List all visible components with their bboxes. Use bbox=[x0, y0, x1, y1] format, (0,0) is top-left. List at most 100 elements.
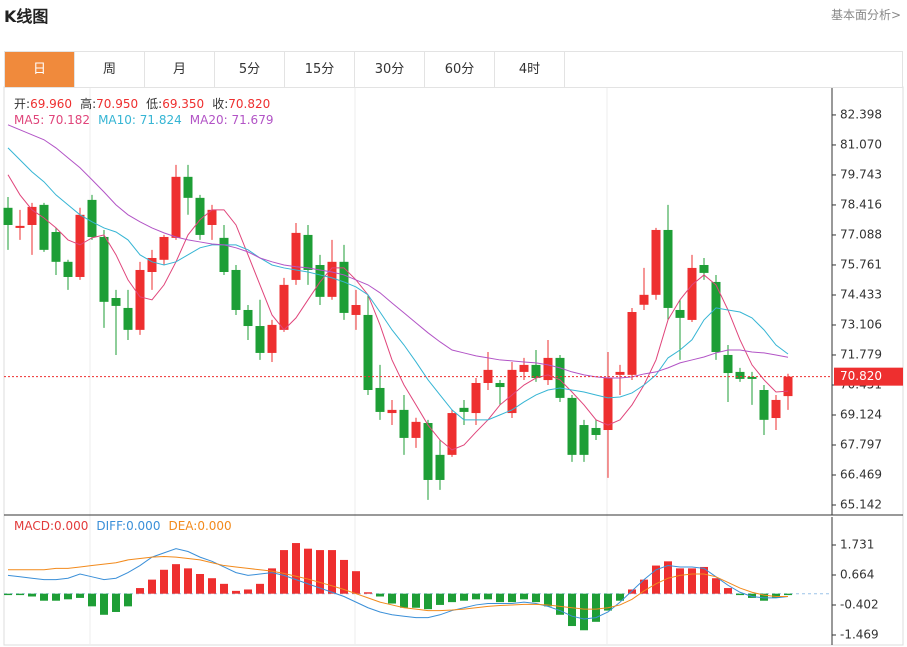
y-tick-label: -0.402 bbox=[840, 597, 879, 611]
candle-body bbox=[195, 197, 205, 235]
candle-body bbox=[711, 281, 721, 353]
candle-body bbox=[27, 206, 37, 225]
macd-bar bbox=[400, 593, 408, 608]
indicator-value: 0.000 bbox=[54, 519, 89, 533]
macd-bar bbox=[4, 593, 12, 596]
macd-bar bbox=[28, 593, 36, 597]
page-title: K线图 bbox=[4, 7, 49, 26]
candle-body bbox=[567, 397, 577, 455]
y-tick-label: 66.469 bbox=[840, 468, 882, 482]
macd-bar bbox=[676, 568, 684, 594]
ma-legend: MA5: 70.182 MA10: 71.824 MA20: 71.679 bbox=[14, 113, 281, 127]
y-tick-label: -1.469 bbox=[840, 628, 879, 642]
candle-body bbox=[147, 257, 157, 273]
macd-legend: MACD:0.000 DIFF:0.000 DEA:0.000 bbox=[14, 519, 240, 533]
ma-legend-item: MA5: 70.182 bbox=[14, 113, 91, 127]
candle-body bbox=[135, 269, 145, 330]
candle-body bbox=[123, 307, 133, 330]
candle-body bbox=[315, 264, 325, 297]
candle-body bbox=[267, 324, 277, 353]
macd-bar bbox=[436, 593, 444, 605]
y-tick-label: 79.743 bbox=[840, 167, 882, 181]
ohlc-item: 低:69.350 bbox=[146, 97, 205, 111]
period-tab[interactable]: 日 bbox=[5, 52, 75, 87]
ohlc-label: 收 bbox=[212, 97, 225, 111]
period-tab[interactable]: 15分 bbox=[285, 52, 355, 87]
candle-body bbox=[687, 267, 697, 320]
ma-name: MA5 bbox=[14, 113, 41, 127]
macd-bar bbox=[268, 568, 276, 594]
macd-bar bbox=[532, 593, 540, 603]
macd-bar bbox=[628, 589, 636, 594]
macd-bar bbox=[220, 583, 228, 594]
y-tick-label: 81.070 bbox=[840, 137, 882, 151]
y-tick-label: 78.416 bbox=[840, 197, 882, 211]
candle-body bbox=[87, 199, 97, 237]
macd-bar bbox=[496, 593, 504, 603]
candle-body bbox=[723, 354, 733, 374]
candle-body bbox=[63, 261, 73, 277]
macd-bar bbox=[184, 568, 192, 594]
last-price-label: 70.820 bbox=[840, 369, 882, 383]
ohlc-item: 收:70.820 bbox=[212, 97, 271, 111]
last-price-tag bbox=[834, 367, 903, 386]
candle-body bbox=[375, 387, 385, 412]
macd-bar bbox=[700, 566, 708, 594]
macd-bar bbox=[64, 593, 72, 600]
period-tab[interactable]: 5分 bbox=[215, 52, 285, 87]
candle-body bbox=[471, 382, 481, 414]
macd-bar bbox=[160, 569, 168, 594]
candle-body bbox=[75, 214, 85, 277]
candle-body bbox=[3, 207, 13, 225]
macd-bar bbox=[340, 559, 348, 594]
candle-body bbox=[771, 399, 781, 419]
macd-bar bbox=[112, 593, 120, 612]
macd-legend-item: DEA:0.000 bbox=[168, 519, 232, 533]
y-tick-label: 73.106 bbox=[840, 317, 882, 331]
ohlc-label: 低 bbox=[146, 97, 159, 111]
ma-name: MA10 bbox=[98, 113, 132, 127]
candle-body bbox=[39, 204, 49, 250]
macd-bar bbox=[688, 568, 696, 594]
period-tab[interactable]: 60分 bbox=[425, 52, 495, 87]
ohlc-legend: 开:69.960 高:70.950 低:69.350 收:70.820 bbox=[14, 95, 278, 112]
period-tab[interactable]: 月 bbox=[145, 52, 215, 87]
macd-bar bbox=[424, 593, 432, 610]
y-tick-label: 0.664 bbox=[840, 568, 874, 582]
indicator-line bbox=[8, 556, 788, 612]
period-tab[interactable]: 30分 bbox=[355, 52, 425, 87]
indicator-value: 0.000 bbox=[197, 519, 232, 533]
candle-body bbox=[663, 229, 673, 308]
fundamentals-link[interactable]: 基本面分析> bbox=[830, 8, 901, 22]
chart-frame bbox=[3, 86, 904, 646]
macd-bar bbox=[352, 571, 360, 594]
ma-line bbox=[7, 147, 789, 421]
y-tick-label: 65.142 bbox=[840, 498, 882, 512]
period-tab[interactable]: 周 bbox=[75, 52, 145, 87]
candle-body bbox=[279, 284, 289, 330]
candle-body bbox=[171, 176, 181, 238]
macd-bar bbox=[376, 593, 384, 597]
macd-bar bbox=[772, 593, 780, 598]
macd-bar bbox=[328, 550, 336, 594]
macd-bar bbox=[760, 593, 768, 601]
candle-body bbox=[387, 409, 397, 414]
period-tabs: 日周月 5分 15分 30分 60分 4时 bbox=[4, 51, 903, 88]
ma-legend-item: MA20: 71.679 bbox=[189, 113, 274, 127]
period-tab[interactable]: 4时 bbox=[495, 52, 565, 87]
candle-body bbox=[459, 407, 469, 412]
macd-bar bbox=[616, 593, 624, 601]
macd-bar bbox=[472, 593, 480, 600]
candle-body bbox=[435, 454, 445, 480]
candle-body bbox=[423, 422, 433, 480]
candle-body bbox=[543, 357, 553, 381]
candle-body bbox=[291, 232, 301, 280]
candle-body bbox=[411, 421, 421, 438]
candle-body bbox=[219, 237, 229, 273]
y-tick-label: 71.779 bbox=[840, 347, 882, 361]
macd-bar bbox=[412, 593, 420, 608]
ohlc-value: 69.350 bbox=[162, 97, 205, 111]
macd-legend-item: MACD:0.000 bbox=[14, 519, 89, 533]
y-tick-label: 77.088 bbox=[840, 227, 882, 241]
